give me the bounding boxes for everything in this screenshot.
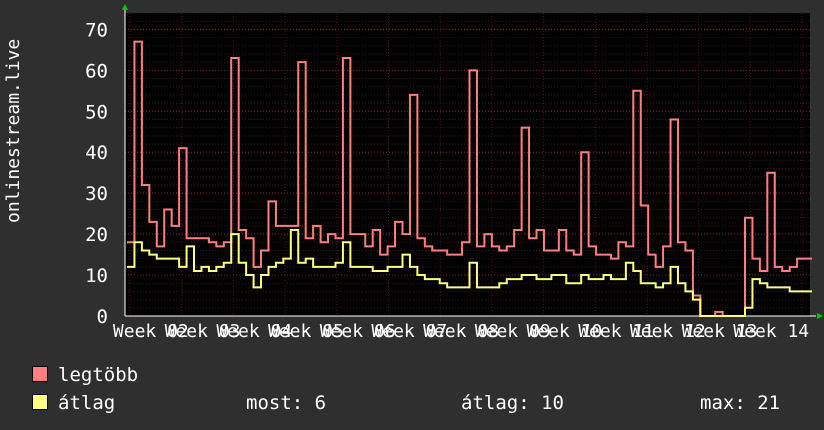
y-axis-label: onlinestream.live (3, 38, 24, 223)
y-tick-label: 50 (85, 101, 108, 123)
y-tick-label: 60 (85, 60, 108, 82)
plot-area (125, 13, 810, 316)
y-tick-labels: 0 10 20 30 40 50 60 70 (85, 19, 108, 328)
y-tick-label: 40 (85, 142, 108, 164)
stat-max: max: 21 (700, 392, 781, 414)
legend-avg: átlag (32, 392, 115, 414)
x-tick-label: Week 08 (423, 321, 499, 342)
legend-max-swatch (32, 366, 48, 382)
y-tick-label: 0 (97, 306, 108, 328)
legend-max-label: legtöbb (58, 364, 139, 386)
x-tick-label: Week 14 (733, 321, 809, 342)
x-tick-label: Week 04 (216, 321, 292, 342)
x-tick-label: Week 13 (682, 321, 758, 342)
x-tick-label: Week 05 (268, 321, 344, 342)
x-tick-label: Week 11 (578, 321, 654, 342)
x-tick-label: Week 06 (320, 321, 396, 342)
legend-avg-label: átlag (58, 392, 116, 414)
series-line-atlag (127, 229, 812, 317)
series-line-legtobb (127, 40, 812, 317)
legend-avg-swatch (32, 394, 48, 410)
y-axis-arrow (122, 4, 128, 10)
stat-now: most: 6 (246, 392, 327, 414)
y-tick-label: 20 (85, 224, 108, 246)
x-tick-label: Week 10 (527, 321, 603, 342)
x-tick-label: Week 07 (371, 321, 447, 342)
x-tick-label: Week 09 (475, 321, 551, 342)
x-tick-label: Week 02 (113, 321, 189, 342)
y-tick-label: 10 (85, 265, 108, 287)
series-lines (127, 40, 812, 317)
x-axis-arrow (817, 313, 823, 319)
x-tick-label: Week 03 (165, 321, 241, 342)
y-tick-label: 30 (85, 183, 108, 205)
x-tick-label: Week 12 (630, 321, 706, 342)
stat-avg: átlag: 10 (461, 392, 564, 414)
y-tick-label: 70 (85, 19, 108, 41)
legend-max: legtöbb (32, 364, 138, 386)
